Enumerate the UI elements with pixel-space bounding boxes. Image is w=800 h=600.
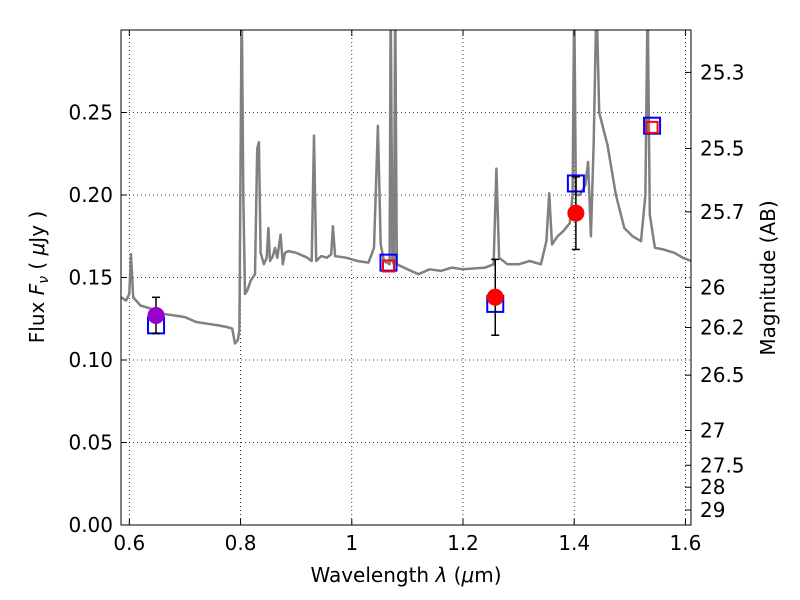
y2-tick-label: 29 (700, 498, 725, 522)
y2-tick-label: 25.3 (700, 60, 745, 84)
y2-tick-label: 26.5 (700, 363, 745, 387)
x-tick-label: 1.6 (670, 531, 702, 555)
y2-tick-label: 25.5 (700, 136, 745, 160)
y-tick-label: 0.25 (68, 101, 113, 125)
y2-tick-label: 26 (700, 275, 725, 299)
x-tick-label: 1 (345, 531, 358, 555)
y-tick-label: 0.15 (68, 266, 113, 290)
y-tick-label: 0.10 (68, 348, 113, 372)
y2-tick-label: 27 (700, 418, 725, 442)
x-tick-label: 1.4 (558, 531, 590, 555)
y-axis-label: Flux Fν ( μJy ) (25, 211, 52, 343)
upper-limit-marker (645, 120, 659, 134)
y2-axis-label: Magnitude (AB) (756, 200, 780, 355)
x-tick-label: 0.8 (225, 531, 257, 555)
observed-flux-point (147, 306, 165, 324)
y2-tick-label: 28 (700, 475, 725, 499)
upper-limit-marker (381, 259, 395, 273)
y2-tick-label: 25.7 (700, 200, 745, 224)
observed-flux-point (567, 204, 585, 222)
x-tick-label: 0.6 (113, 531, 145, 555)
plot-area (121, 30, 691, 345)
y-tick-label: 0.20 (68, 183, 113, 207)
y2-tick-label: 26.2 (700, 315, 745, 339)
y2-tick-label: 27.5 (700, 453, 745, 477)
y-tick-label: 0.05 (68, 431, 113, 455)
x-axis-label: Wavelength λ (μm) (310, 563, 501, 587)
spectrum-line (121, 30, 691, 345)
y-tick-label: 0.00 (68, 513, 113, 537)
axis-ticks: 0.6 0.8 1 1.2 1.4 1.6 0.00 0.05 0.10 0.15 0.20 0.25… (68, 30, 745, 555)
x-tick-label: 1.2 (447, 531, 479, 555)
observed-flux-point (486, 288, 504, 306)
